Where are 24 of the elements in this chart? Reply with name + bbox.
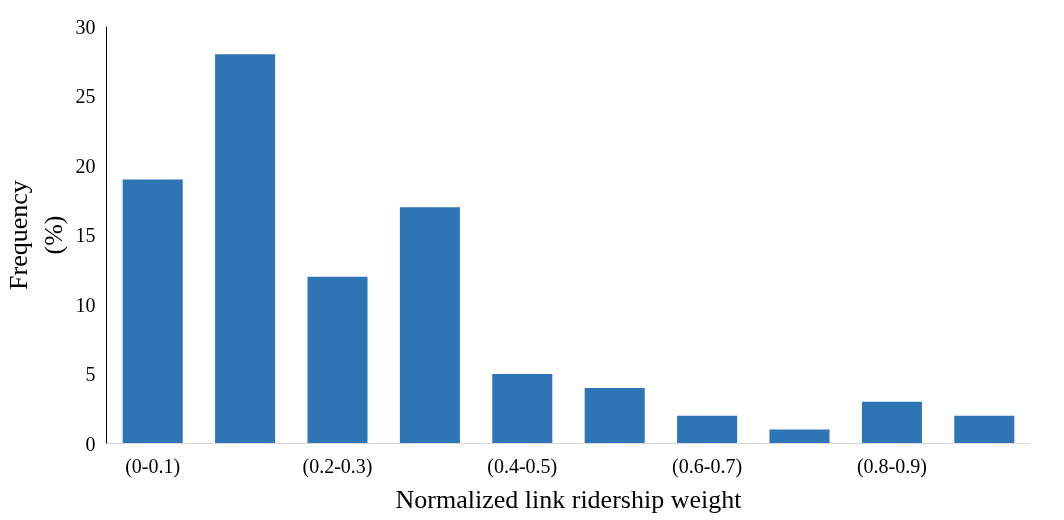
bar bbox=[584, 387, 645, 444]
x-tick-label: (0.8-0.9) bbox=[856, 454, 927, 478]
bar bbox=[769, 429, 830, 444]
bar bbox=[677, 415, 738, 444]
bar bbox=[492, 374, 553, 444]
y-axis-title: Frequency (%) bbox=[3, 180, 68, 290]
x-tick-label: (0-0.1) bbox=[125, 454, 181, 478]
y-tick-label: 15 bbox=[75, 224, 96, 246]
bar bbox=[954, 415, 1015, 444]
bar bbox=[122, 179, 183, 444]
bar bbox=[399, 207, 460, 444]
y-tick-label: 25 bbox=[75, 85, 96, 107]
x-tick-label: (0.2-0.3) bbox=[302, 454, 373, 478]
y-tick-label: 0 bbox=[85, 432, 96, 455]
x-tick-label: (0.4-0.5) bbox=[487, 454, 558, 478]
bar bbox=[861, 401, 922, 444]
x-tick-label: (0.6-0.7) bbox=[672, 454, 743, 478]
y-tick-label: 30 bbox=[75, 15, 96, 38]
y-tick-label: 5 bbox=[85, 363, 96, 385]
x-axis-title: Normalized link ridership weight bbox=[395, 484, 743, 514]
bar bbox=[215, 54, 276, 444]
y-tick-label: 20 bbox=[75, 154, 96, 177]
y-tick-label: 10 bbox=[75, 293, 96, 316]
bar bbox=[307, 276, 368, 444]
